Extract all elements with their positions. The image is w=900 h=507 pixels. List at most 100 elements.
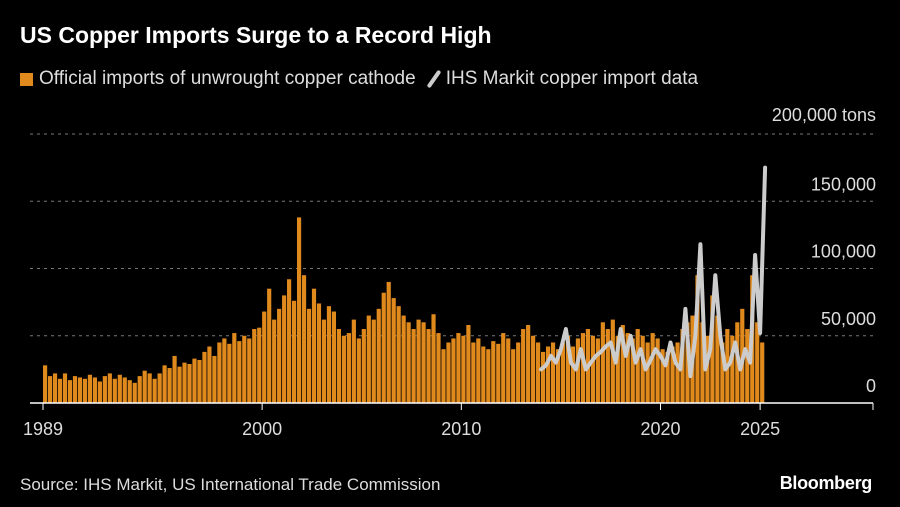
bar: [486, 349, 491, 403]
bar: [710, 295, 715, 403]
bar: [575, 338, 581, 403]
bar: [456, 333, 461, 403]
bar: [441, 349, 446, 403]
bar: [132, 382, 137, 403]
bar: [311, 288, 317, 403]
bar: [272, 319, 277, 403]
x-tick-label: 2000: [242, 419, 282, 439]
bar: [590, 335, 595, 403]
bar: [406, 322, 411, 403]
bar: [257, 327, 262, 403]
bar: [326, 306, 332, 403]
bar: [242, 335, 247, 403]
bar: [695, 275, 700, 403]
bar: [92, 377, 97, 403]
bar: [341, 335, 346, 403]
bar: [560, 342, 566, 403]
ihs-markit-line: [539, 165, 768, 379]
bar: [67, 380, 73, 403]
bar: [62, 373, 68, 403]
y-tick-label: 200,000 tons: [772, 105, 876, 125]
bar: [292, 300, 297, 403]
y-tick-label: 0: [866, 376, 876, 396]
bar: [660, 349, 665, 403]
bar: [262, 311, 267, 403]
bar: [580, 333, 586, 403]
bar: [426, 329, 431, 403]
bar: [127, 380, 132, 403]
bar: [401, 315, 406, 403]
bar: [182, 362, 187, 403]
bar: [760, 342, 765, 403]
bar: [192, 358, 197, 403]
bar: [351, 319, 356, 403]
bar: [506, 338, 511, 403]
bar: [755, 322, 760, 403]
bar: [650, 333, 655, 403]
bar: [655, 338, 660, 403]
bar: [227, 343, 232, 403]
bar: [282, 295, 287, 403]
bar: [52, 373, 58, 403]
y-tick-label: 150,000: [811, 174, 876, 194]
bar: [570, 346, 576, 403]
bar: [555, 349, 561, 403]
bar: [217, 342, 222, 403]
bar: [381, 292, 386, 403]
source-note: Source: IHS Markit, US International Tra…: [20, 475, 441, 494]
bar: [366, 315, 371, 403]
bar: [301, 275, 307, 403]
bar: [277, 308, 282, 403]
bar: [461, 335, 466, 403]
bar: [620, 324, 625, 403]
legend-bar-swatch: [20, 72, 33, 86]
bar: [371, 319, 376, 403]
bar: [665, 351, 670, 403]
bar: [451, 338, 456, 403]
bar: [625, 333, 630, 403]
bar: [466, 324, 471, 403]
bar: [720, 342, 725, 403]
bar: [670, 346, 675, 403]
bar: [675, 342, 680, 403]
bar: [346, 333, 351, 403]
bar: [391, 298, 396, 403]
bar: [531, 335, 536, 403]
bar: [610, 319, 615, 403]
bar: [361, 329, 366, 403]
bar: [640, 335, 645, 403]
bar: [87, 374, 92, 403]
bar: [700, 322, 705, 403]
bar: [152, 378, 157, 403]
bar: [306, 308, 312, 403]
bar: [331, 311, 337, 403]
bar: [471, 342, 476, 403]
bar: [212, 355, 217, 403]
x-tick-label: 2020: [640, 419, 680, 439]
bar: [122, 377, 127, 403]
bar: [421, 322, 426, 403]
bar: [117, 374, 122, 403]
bar: [516, 342, 521, 403]
bar: [47, 376, 53, 403]
bar: [157, 373, 162, 403]
bar: [595, 338, 600, 403]
bar: [102, 376, 107, 403]
bar: [411, 329, 416, 403]
x-tick-label: 2010: [441, 419, 481, 439]
bar: [476, 338, 481, 403]
bar: [526, 324, 531, 403]
bar: [416, 319, 421, 403]
bar: [705, 335, 710, 403]
bar: [436, 333, 441, 403]
bar: [43, 365, 48, 403]
x-tick-label: 2025: [740, 419, 780, 439]
bar: [536, 342, 541, 403]
bar: [177, 366, 182, 403]
bar: [267, 288, 272, 403]
bar: [645, 342, 650, 403]
bar: [222, 338, 227, 403]
bar: [521, 329, 526, 403]
legend-line-label: IHS Markit copper import data: [445, 68, 699, 89]
